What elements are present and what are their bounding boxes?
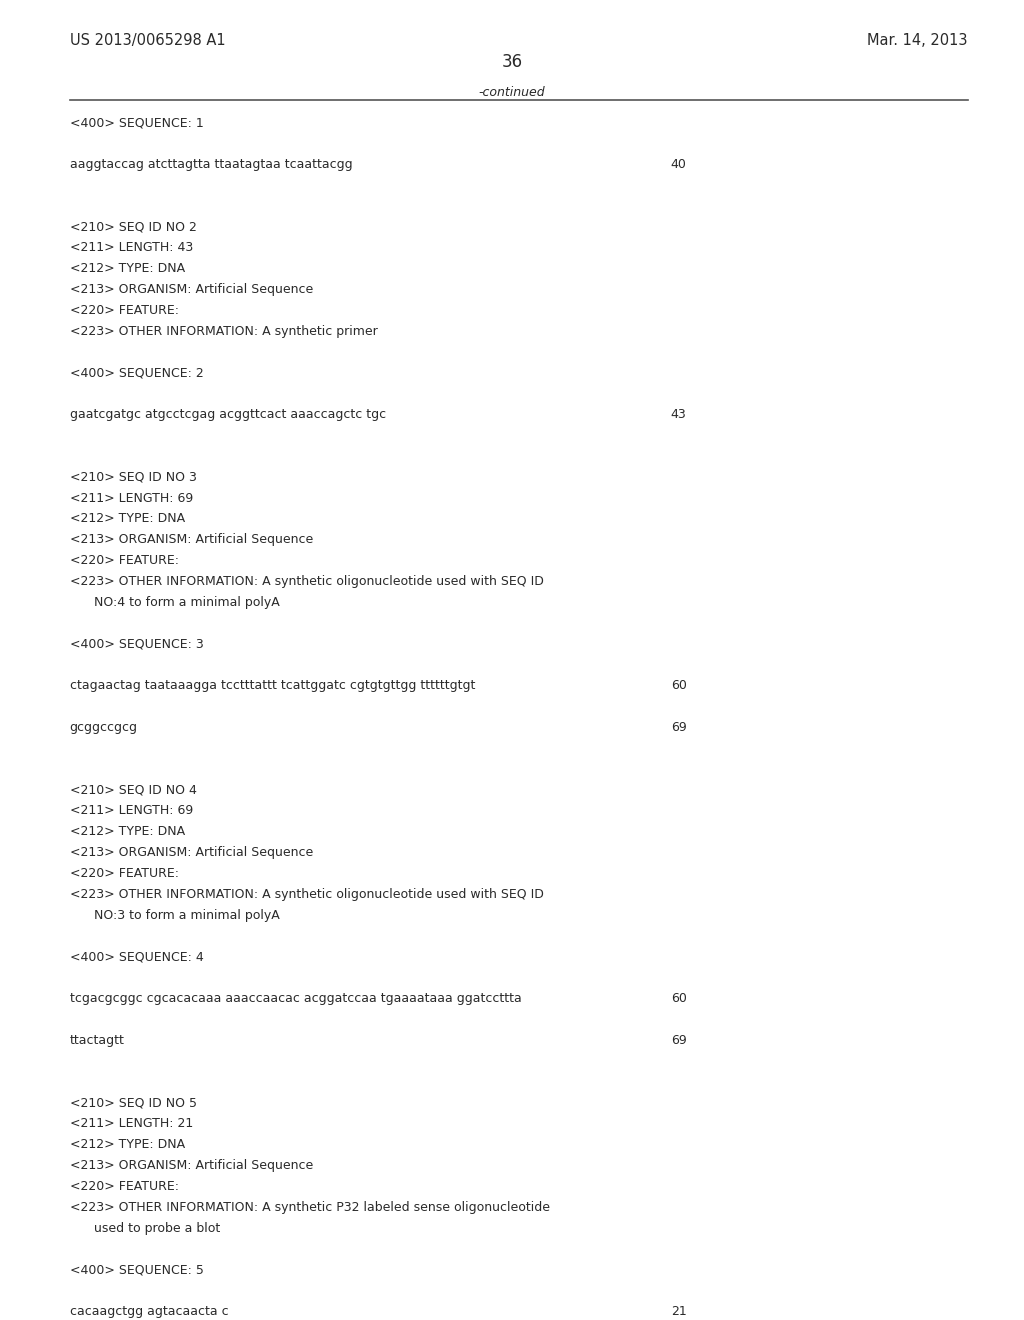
Text: NO:4 to form a minimal polyA: NO:4 to form a minimal polyA [70,595,280,609]
Text: <400> SEQUENCE: 3: <400> SEQUENCE: 3 [70,638,204,651]
Text: 21: 21 [671,1305,686,1317]
Text: <211> LENGTH: 43: <211> LENGTH: 43 [70,242,193,255]
Text: <400> SEQUENCE: 2: <400> SEQUENCE: 2 [70,367,204,379]
Text: <400> SEQUENCE: 5: <400> SEQUENCE: 5 [70,1263,204,1276]
Text: <210> SEQ ID NO 4: <210> SEQ ID NO 4 [70,784,197,796]
Text: <213> ORGANISM: Artificial Sequence: <213> ORGANISM: Artificial Sequence [70,282,313,296]
Text: <211> LENGTH: 69: <211> LENGTH: 69 [70,491,193,504]
Text: <220> FEATURE:: <220> FEATURE: [70,304,178,317]
Text: used to probe a blot: used to probe a blot [70,1221,220,1234]
Text: US 2013/0065298 A1: US 2013/0065298 A1 [70,33,225,48]
Text: <211> LENGTH: 69: <211> LENGTH: 69 [70,804,193,817]
Text: <223> OTHER INFORMATION: A synthetic primer: <223> OTHER INFORMATION: A synthetic pri… [70,325,378,338]
Text: gcggccgcg: gcggccgcg [70,721,137,734]
Text: 40: 40 [671,158,687,170]
Text: <212> TYPE: DNA: <212> TYPE: DNA [70,825,184,838]
Text: 43: 43 [671,408,686,421]
Text: <212> TYPE: DNA: <212> TYPE: DNA [70,512,184,525]
Text: <210> SEQ ID NO 3: <210> SEQ ID NO 3 [70,471,197,483]
Text: cacaagctgg agtacaacta c: cacaagctgg agtacaacta c [70,1305,228,1317]
Text: NO:3 to form a minimal polyA: NO:3 to form a minimal polyA [70,908,280,921]
Text: <212> TYPE: DNA: <212> TYPE: DNA [70,263,184,275]
Text: 60: 60 [671,993,687,1005]
Text: <213> ORGANISM: Artificial Sequence: <213> ORGANISM: Artificial Sequence [70,1159,313,1172]
Text: tcgacgcggc cgcacacaaa aaaccaacac acggatccaa tgaaaataaa ggatccttta: tcgacgcggc cgcacacaaa aaaccaacac acggatc… [70,993,521,1005]
Text: <212> TYPE: DNA: <212> TYPE: DNA [70,1138,184,1151]
Text: ttactagtt: ttactagtt [70,1034,125,1047]
Text: 69: 69 [671,1034,686,1047]
Text: gaatcgatgc atgcctcgag acggttcact aaaccagctc tgc: gaatcgatgc atgcctcgag acggttcact aaaccag… [70,408,386,421]
Text: <223> OTHER INFORMATION: A synthetic oligonucleotide used with SEQ ID: <223> OTHER INFORMATION: A synthetic oli… [70,576,544,587]
Text: Mar. 14, 2013: Mar. 14, 2013 [867,33,968,48]
Text: 36: 36 [502,53,522,71]
Text: <400> SEQUENCE: 4: <400> SEQUENCE: 4 [70,950,204,964]
Text: <210> SEQ ID NO 2: <210> SEQ ID NO 2 [70,220,197,234]
Text: <400> SEQUENCE: 1: <400> SEQUENCE: 1 [70,116,204,129]
Text: 69: 69 [671,721,686,734]
Text: <213> ORGANISM: Artificial Sequence: <213> ORGANISM: Artificial Sequence [70,846,313,859]
Text: <223> OTHER INFORMATION: A synthetic oligonucleotide used with SEQ ID: <223> OTHER INFORMATION: A synthetic oli… [70,888,544,900]
Text: ctagaactag taataaagga tcctttattt tcattggatc cgtgtgttgg ttttttgtgt: ctagaactag taataaagga tcctttattt tcattgg… [70,680,475,692]
Text: 60: 60 [671,680,687,692]
Text: aaggtaccag atcttagtta ttaatagtaa tcaattacgg: aaggtaccag atcttagtta ttaatagtaa tcaatta… [70,158,352,170]
Text: <220> FEATURE:: <220> FEATURE: [70,867,178,880]
Text: <211> LENGTH: 21: <211> LENGTH: 21 [70,1117,193,1130]
Text: <220> FEATURE:: <220> FEATURE: [70,1180,178,1193]
Text: -continued: -continued [478,86,546,99]
Text: <210> SEQ ID NO 5: <210> SEQ ID NO 5 [70,1097,197,1109]
Text: <213> ORGANISM: Artificial Sequence: <213> ORGANISM: Artificial Sequence [70,533,313,546]
Text: <220> FEATURE:: <220> FEATURE: [70,554,178,568]
Text: <223> OTHER INFORMATION: A synthetic P32 labeled sense oligonucleotide: <223> OTHER INFORMATION: A synthetic P32… [70,1201,550,1213]
